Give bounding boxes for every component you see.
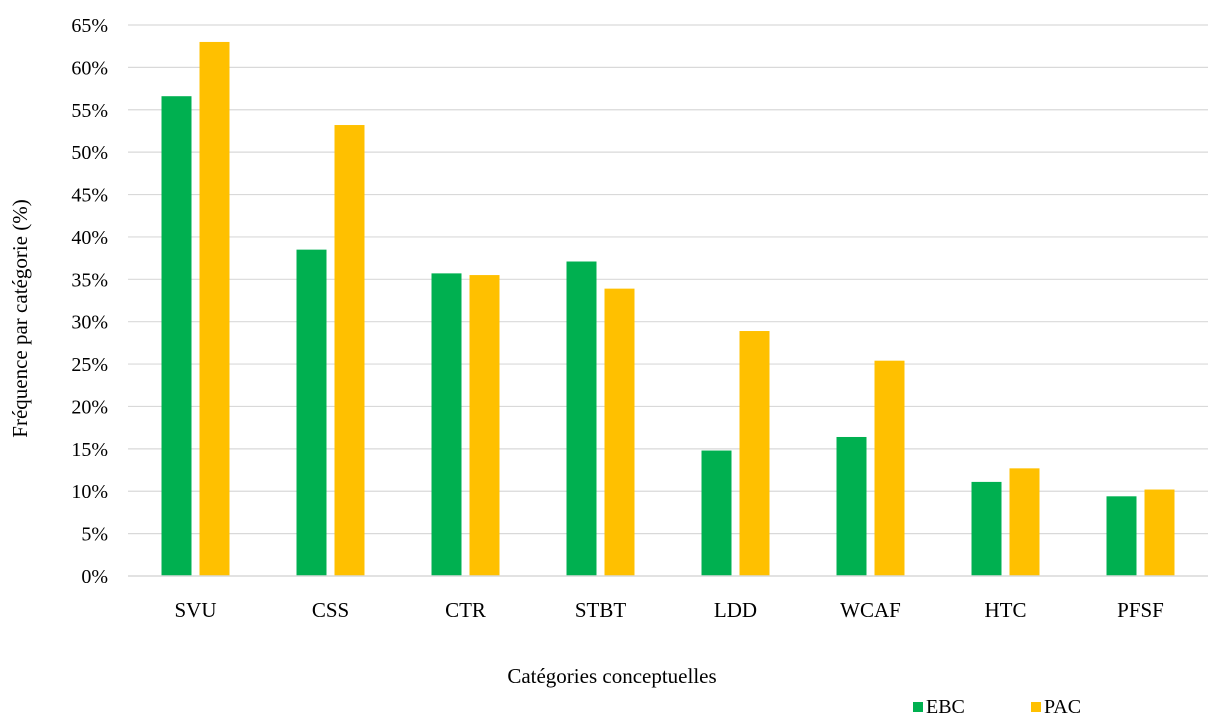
bar-pac-svu — [199, 41, 230, 576]
x-category-label: CSS — [312, 598, 349, 622]
y-tick-label: 5% — [81, 524, 108, 546]
bar-pac-ldd — [739, 331, 770, 576]
legend-item: EBC — [913, 696, 965, 718]
x-category-label: HTC — [985, 598, 1027, 622]
y-tick-label: 0% — [81, 566, 108, 588]
y-tick-label: 15% — [71, 439, 108, 461]
y-tick-label: 20% — [71, 396, 108, 418]
x-category-label: CTR — [445, 598, 486, 622]
y-tick-label: 40% — [71, 227, 108, 249]
bar-ebc-svu — [161, 96, 192, 577]
bar-ebc-wcaf — [836, 436, 867, 576]
bar-pac-pfsf — [1144, 489, 1175, 576]
bar-pac-ctr — [469, 275, 500, 576]
bar-pac-htc — [1009, 468, 1040, 576]
x-axis-title: Catégories conceptuelles — [507, 664, 716, 688]
bars — [161, 41, 1175, 577]
y-tick-label: 50% — [71, 142, 108, 164]
y-tick-label: 35% — [71, 269, 108, 291]
bar-ebc-ldd — [701, 450, 732, 576]
y-tick-label: 10% — [71, 481, 108, 503]
y-tick-label: 55% — [71, 100, 108, 122]
legend-label: EBC — [926, 696, 965, 718]
x-category-label: STBT — [575, 598, 627, 622]
bar-ebc-pfsf — [1106, 496, 1137, 576]
x-category-label: WCAF — [840, 598, 901, 622]
legend-item: PAC — [1031, 696, 1081, 718]
y-axis-title: Fréquence par catégorie (%) — [8, 199, 32, 437]
y-tick-label: 65% — [71, 15, 108, 37]
bar-ebc-htc — [971, 481, 1002, 576]
legend-label: PAC — [1044, 696, 1081, 718]
y-tick-label: 30% — [71, 312, 108, 334]
y-axis-ticks: 0% 5% 10% 15% 20% 25% 30% 35% 40% 45% 50% 55% 60% 65% — [71, 15, 108, 588]
bar-pac-css — [334, 125, 365, 576]
bar-ebc-ctr — [431, 273, 462, 576]
y-tick-label: 45% — [71, 185, 108, 207]
x-category-label: SVU — [174, 598, 216, 622]
bar-ebc-css — [296, 249, 327, 576]
y-tick-label: 60% — [71, 57, 108, 79]
gridlines — [128, 24, 1208, 535]
legend: EBC PAC — [913, 696, 1081, 718]
x-axis-categories: SVU CSS CTR STBT LDD WCAF HTC PFSF — [174, 598, 1163, 622]
legend-swatch — [1031, 702, 1041, 712]
x-category-label: LDD — [714, 598, 757, 622]
x-category-label: PFSF — [1117, 598, 1164, 622]
y-tick-label: 25% — [71, 354, 108, 376]
legend-swatch — [913, 702, 923, 712]
bar-ebc-stbt — [566, 261, 597, 576]
bar-pac-stbt — [604, 288, 635, 576]
bar-pac-wcaf — [874, 360, 905, 576]
